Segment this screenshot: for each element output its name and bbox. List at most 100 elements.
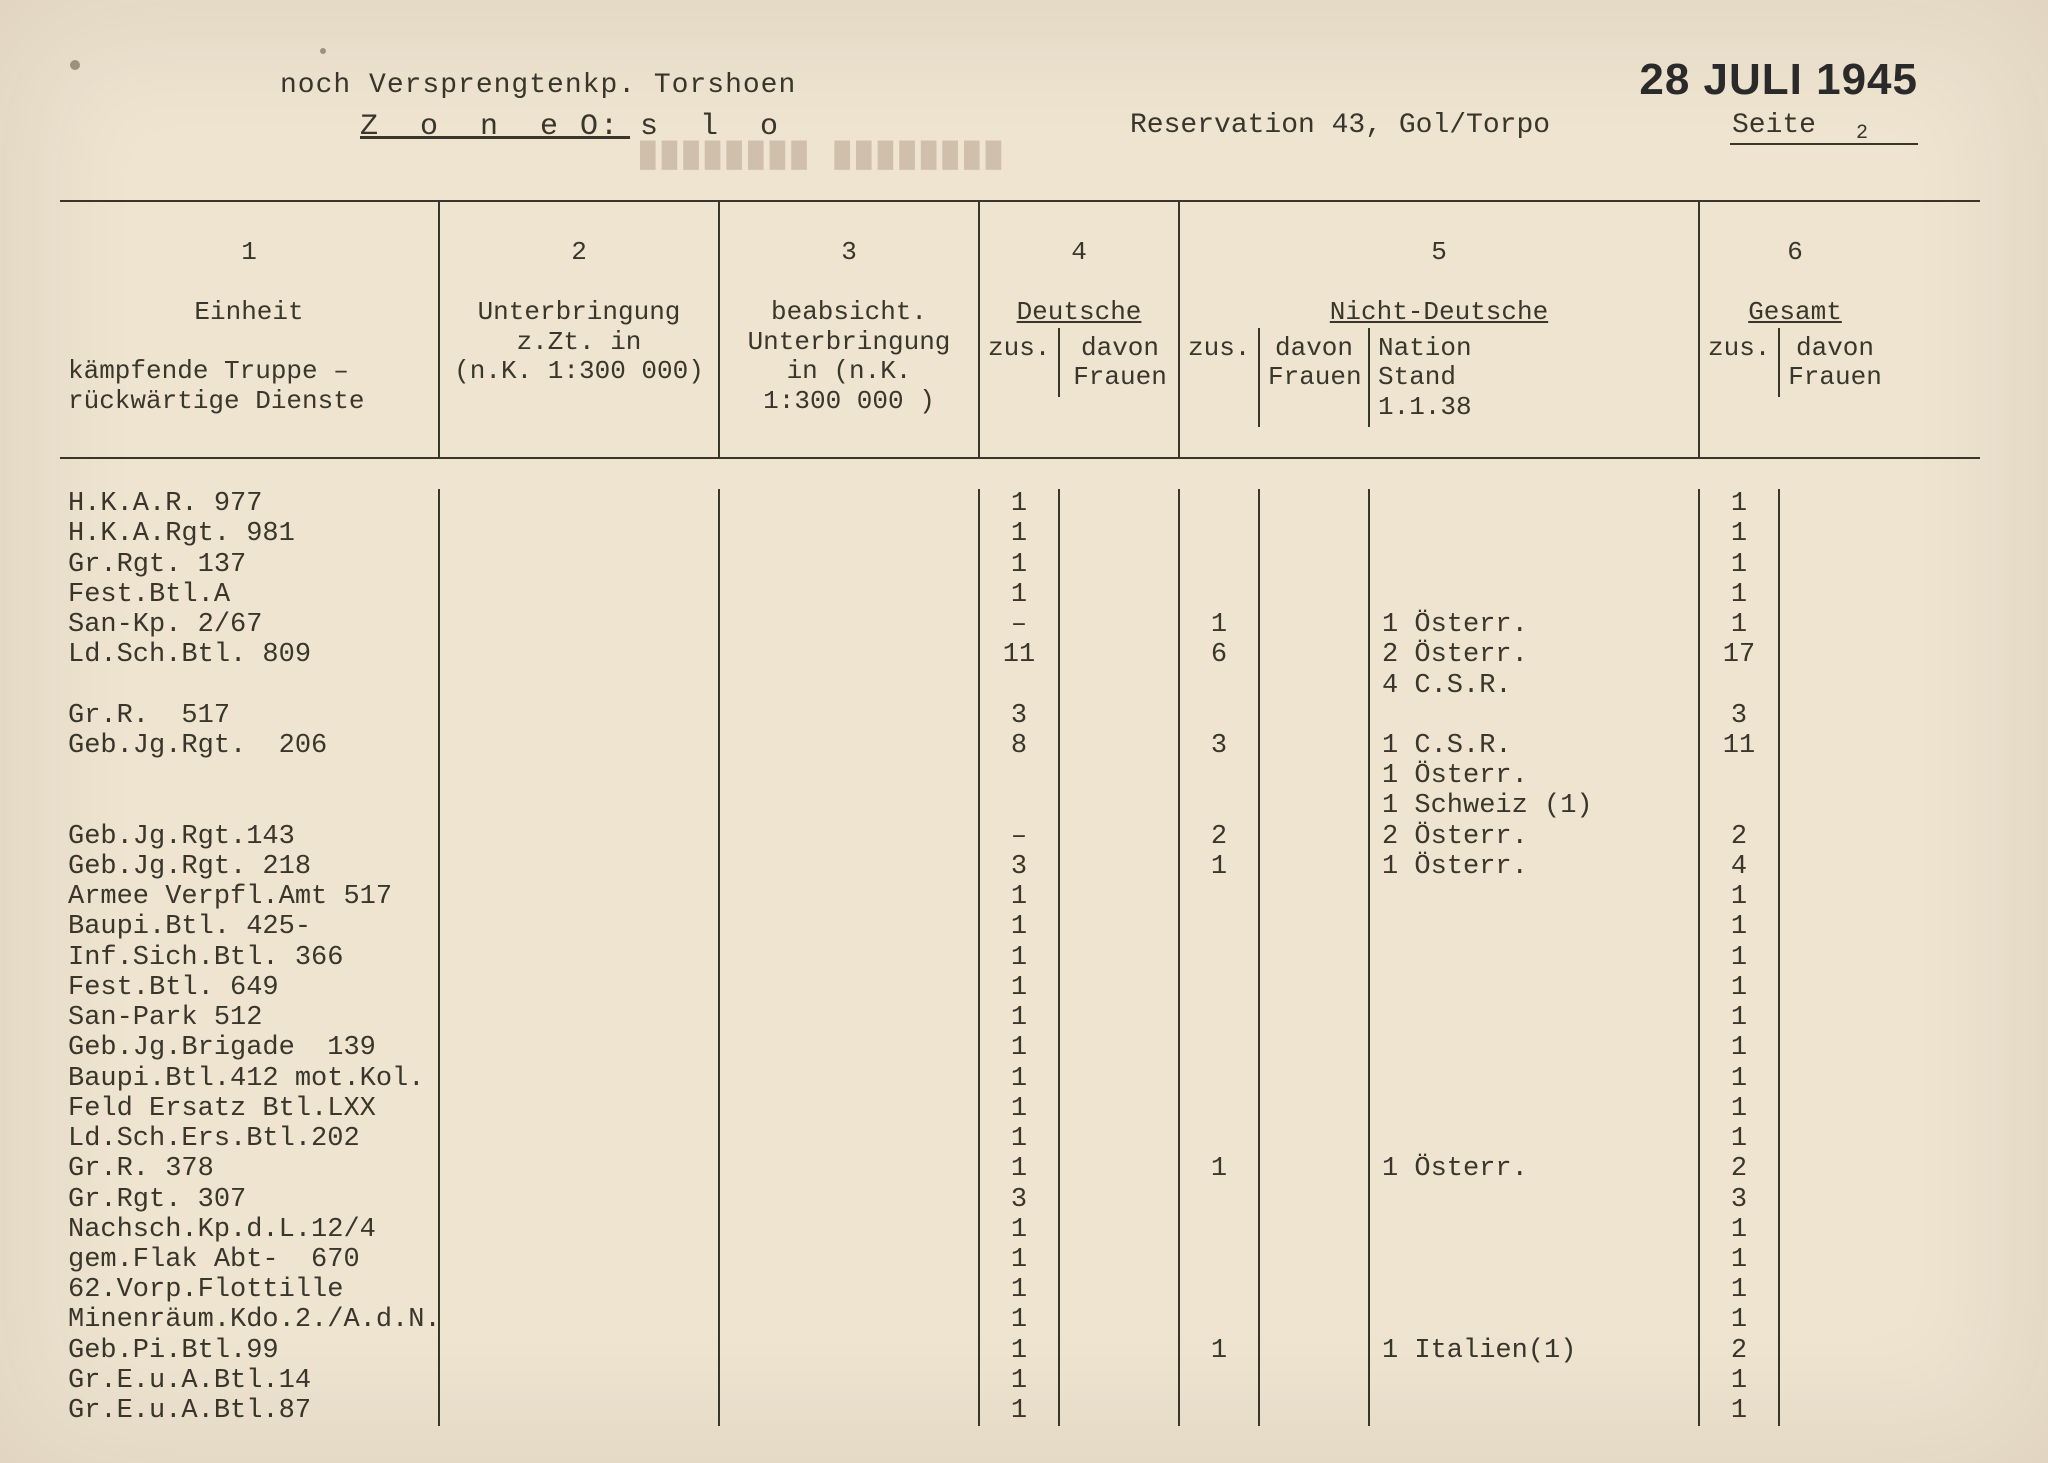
cell-c5b (1260, 1245, 1370, 1275)
col4a: zus. (980, 328, 1060, 398)
cell-c5b (1260, 973, 1370, 1003)
cell-c6b (1780, 640, 1890, 670)
cell-c5c: 1 Schweiz (1) (1370, 791, 1700, 821)
cell-c3 (720, 1215, 980, 1245)
cell-c5b (1260, 1094, 1370, 1124)
col-num: 3 (841, 237, 857, 267)
cell-c4b (1060, 973, 1180, 1003)
cell-c2 (440, 701, 720, 731)
cell-c4a: 11 (980, 640, 1060, 670)
cell-c1 (60, 671, 440, 701)
cell-c6b (1780, 1094, 1890, 1124)
cell-c5a (1180, 1396, 1260, 1426)
cell-c4a (980, 791, 1060, 821)
cell-c5c (1370, 1064, 1700, 1094)
cell-c5b (1260, 1396, 1370, 1426)
cell-c5c (1370, 1185, 1700, 1215)
cell-c5a: 2 (1180, 822, 1260, 852)
cell-c5b (1260, 943, 1370, 973)
col4b: davon Frauen (1060, 328, 1180, 398)
cell-c6a: 1 (1700, 943, 1780, 973)
cell-c6b (1780, 882, 1890, 912)
cell-c5a (1180, 1245, 1260, 1275)
cell-c6b (1780, 1396, 1890, 1426)
cell-c5c (1370, 1245, 1700, 1275)
cell-c6b (1780, 519, 1890, 549)
col2-head: 2 Unterbringung z.Zt. in (n.K. 1:300 000… (440, 202, 720, 457)
cell-c1 (60, 791, 440, 821)
col4-head: 4 Deutsche zus. davon Frauen (980, 202, 1180, 457)
cell-c5c (1370, 550, 1700, 580)
cell-c4a (980, 761, 1060, 791)
cell-c5c: 1 Österr. (1370, 610, 1700, 640)
cell-c4b (1060, 1124, 1180, 1154)
cell-c4b (1060, 943, 1180, 973)
cell-c3 (720, 1336, 980, 1366)
cell-c5b (1260, 519, 1370, 549)
cell-c1: Gr.R. 517 (60, 701, 440, 731)
cell-c5c: 2 Österr. (1370, 640, 1700, 670)
cell-c4b (1060, 852, 1180, 882)
col-num: 1 (241, 237, 257, 267)
cell-c6a: 1 (1700, 580, 1780, 610)
cell-c6b (1780, 761, 1890, 791)
cell-c5b (1260, 1215, 1370, 1245)
cell-c4b (1060, 791, 1180, 821)
page-header: noch Versprengtenkp. Torshoen Z o n e : … (60, 40, 1998, 190)
col-num: 4 (1071, 237, 1087, 267)
cell-c1: Geb.Pi.Btl.99 (60, 1336, 440, 1366)
cell-c3 (720, 1124, 980, 1154)
cell-c5b (1260, 701, 1370, 731)
cell-c5a (1180, 1094, 1260, 1124)
cell-c4a: 1 (980, 550, 1060, 580)
cell-c6b (1780, 1154, 1890, 1184)
col-title: Deutsche (1017, 297, 1142, 327)
cell-c6b (1780, 1215, 1890, 1245)
cell-c1: Ld.Sch.Ers.Btl.202 (60, 1124, 440, 1154)
cell-c1: Nachsch.Kp.d.L.12/4 (60, 1215, 440, 1245)
cell-c5c (1370, 1124, 1700, 1154)
cell-c4a: 1 (980, 1245, 1060, 1275)
cell-c6b (1780, 791, 1890, 821)
cell-c1: Gr.Rgt. 137 (60, 550, 440, 580)
cell-c6b (1780, 580, 1890, 610)
cell-c2 (440, 1366, 720, 1396)
cell-c4b (1060, 1305, 1180, 1335)
cell-c5c (1370, 1366, 1700, 1396)
cell-c1: Gr.Rgt. 307 (60, 1185, 440, 1215)
cell-c5b (1260, 580, 1370, 610)
reservation-text: Reservation 43, Gol/Torpo (1130, 110, 1550, 141)
cell-c5b (1260, 1033, 1370, 1063)
col-title: beabsicht. Unterbringung in (n.K. 1:300 … (748, 297, 951, 417)
cell-c1: Minenräum.Kdo.2./A.d.N. (60, 1305, 440, 1335)
col6-head: 6 Gesamt zus. davon Frauen (1700, 202, 1890, 457)
cell-c6a: 1 (1700, 1215, 1780, 1245)
cell-c6a: 3 (1700, 1185, 1780, 1215)
cell-c4b (1060, 822, 1180, 852)
col1-head: 1 Einheit kämpfende Truppe – rückwärtige… (60, 202, 440, 457)
cell-c1: Geb.Jg.Rgt.143 (60, 822, 440, 852)
cell-c5b (1260, 1003, 1370, 1033)
roster-table: 1 Einheit kämpfende Truppe – rückwärtige… (60, 200, 1980, 1426)
cell-c6a: 1 (1700, 610, 1780, 640)
cell-c2 (440, 1094, 720, 1124)
cell-c3 (720, 1033, 980, 1063)
cell-c1: San-Kp. 2/67 (60, 610, 440, 640)
cell-c4a: 3 (980, 701, 1060, 731)
cell-c3 (720, 550, 980, 580)
cell-c4b (1060, 1064, 1180, 1094)
cell-c1: 62.Vorp.Flottille (60, 1275, 440, 1305)
cell-c4a: 3 (980, 852, 1060, 882)
cell-c2 (440, 943, 720, 973)
cell-c1: Inf.Sich.Btl. 366 (60, 943, 440, 973)
cell-c5a (1180, 1275, 1260, 1305)
continuation-text: noch Versprengtenkp. Torshoen (280, 70, 796, 101)
cell-c6b (1780, 731, 1890, 761)
cell-c3 (720, 1154, 980, 1184)
cell-c4b (1060, 1336, 1180, 1366)
cell-c6a: 1 (1700, 1003, 1780, 1033)
cell-c5a (1180, 519, 1260, 549)
col-title: Unterbringung z.Zt. in (n.K. 1:300 000) (454, 297, 704, 387)
cell-c4a: 1 (980, 1396, 1060, 1426)
cell-c6b (1780, 1064, 1890, 1094)
